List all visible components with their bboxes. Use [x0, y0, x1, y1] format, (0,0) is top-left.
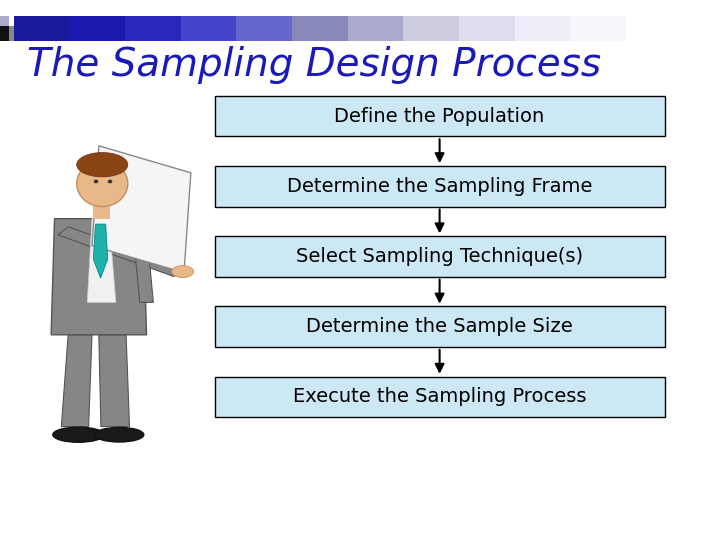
Text: Determine the Sampling Frame: Determine the Sampling Frame [287, 177, 593, 196]
Bar [69, 16, 126, 40]
Polygon shape [94, 224, 108, 278]
Polygon shape [133, 230, 153, 302]
Polygon shape [61, 335, 92, 427]
Bar [626, 16, 683, 40]
Bar [570, 16, 627, 40]
Bar [403, 16, 460, 40]
Ellipse shape [95, 428, 144, 442]
Ellipse shape [76, 160, 127, 206]
Bar [348, 16, 405, 40]
Bar [0, 16, 9, 26]
Polygon shape [58, 227, 184, 276]
Bar [515, 16, 572, 40]
Ellipse shape [53, 427, 104, 442]
Bar [292, 16, 349, 40]
Ellipse shape [172, 266, 194, 278]
Bar [125, 16, 182, 40]
Bar [181, 16, 238, 40]
FancyBboxPatch shape [215, 166, 665, 206]
Polygon shape [87, 219, 116, 302]
Text: Define the Population: Define the Population [335, 106, 545, 126]
Ellipse shape [76, 153, 127, 177]
Polygon shape [99, 335, 130, 427]
Polygon shape [92, 146, 191, 273]
Bar [14, 16, 71, 40]
FancyBboxPatch shape [215, 377, 665, 417]
Bar [0, 26, 9, 40]
FancyBboxPatch shape [215, 237, 665, 276]
FancyBboxPatch shape [215, 96, 665, 136]
Text: The Sampling Design Process: The Sampling Design Process [27, 46, 601, 84]
Bar [9, 26, 14, 40]
FancyBboxPatch shape [215, 306, 665, 347]
Text: Determine the Sample Size: Determine the Sample Size [306, 317, 573, 336]
Bar [94, 204, 110, 219]
Text: Select Sampling Technique(s): Select Sampling Technique(s) [296, 247, 583, 266]
Text: Execute the Sampling Process: Execute the Sampling Process [293, 387, 586, 407]
Polygon shape [51, 219, 147, 335]
Bar [459, 16, 516, 40]
Bar [236, 16, 293, 40]
